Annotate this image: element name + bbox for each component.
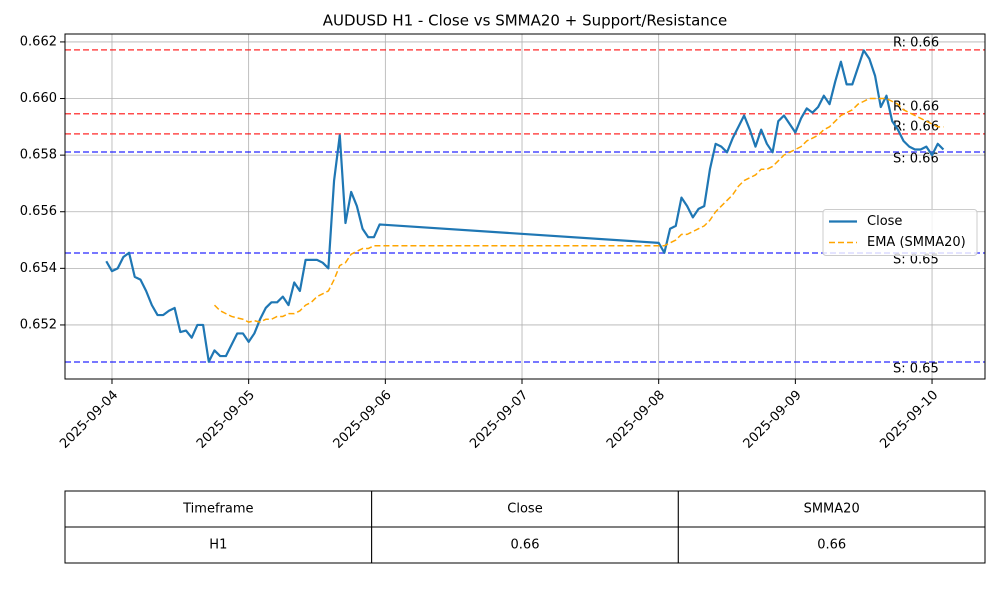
- y-tick-label: 0.662: [20, 34, 57, 49]
- table-header: Close: [507, 502, 542, 517]
- legend-label: Close: [867, 214, 902, 229]
- y-tick-label: 0.652: [20, 317, 57, 332]
- table-header: SMMA20: [804, 502, 860, 517]
- table-cell: [677, 490, 986, 528]
- table-value: H1: [209, 538, 227, 553]
- level-label: S: 0.65: [893, 362, 939, 377]
- table-header: Timeframe: [182, 502, 253, 517]
- table-cell: [677, 526, 986, 564]
- y-tick-label: 0.660: [20, 91, 57, 106]
- level-label: R: 0.66: [893, 119, 939, 134]
- table-cell: [64, 490, 373, 528]
- legend-label: EMA (SMMA20): [867, 235, 966, 250]
- level-label: R: 0.66: [893, 35, 939, 50]
- legend-box: [822, 209, 978, 256]
- y-tick-label: 0.656: [20, 204, 57, 219]
- x-tick-label: 2025-09-04: [57, 388, 121, 452]
- x-tick-label: 2025-09-10: [877, 388, 941, 452]
- series-line: [213, 97, 944, 323]
- axes-frame: [64, 33, 986, 380]
- x-tick-label: 2025-09-06: [331, 388, 395, 452]
- table-cell: [371, 526, 679, 564]
- table-value: 0.66: [817, 538, 846, 553]
- table-cell: [64, 526, 373, 564]
- table-cell: [371, 490, 679, 528]
- x-tick-label: 2025-09-09: [741, 388, 805, 452]
- x-tick-label: 2025-09-05: [194, 388, 258, 452]
- level-label: S: 0.65: [893, 253, 939, 268]
- table-value: 0.66: [511, 538, 540, 553]
- chart-title: AUDUSD H1 - Close vs SMMA20 + Support/Re…: [323, 12, 728, 30]
- y-tick-label: 0.654: [20, 261, 57, 276]
- x-tick-label: 2025-09-07: [467, 388, 531, 452]
- level-label: S: 0.66: [893, 152, 939, 167]
- y-tick-label: 0.658: [20, 148, 57, 163]
- series-line: [105, 49, 945, 363]
- x-tick-label: 2025-09-08: [604, 388, 668, 452]
